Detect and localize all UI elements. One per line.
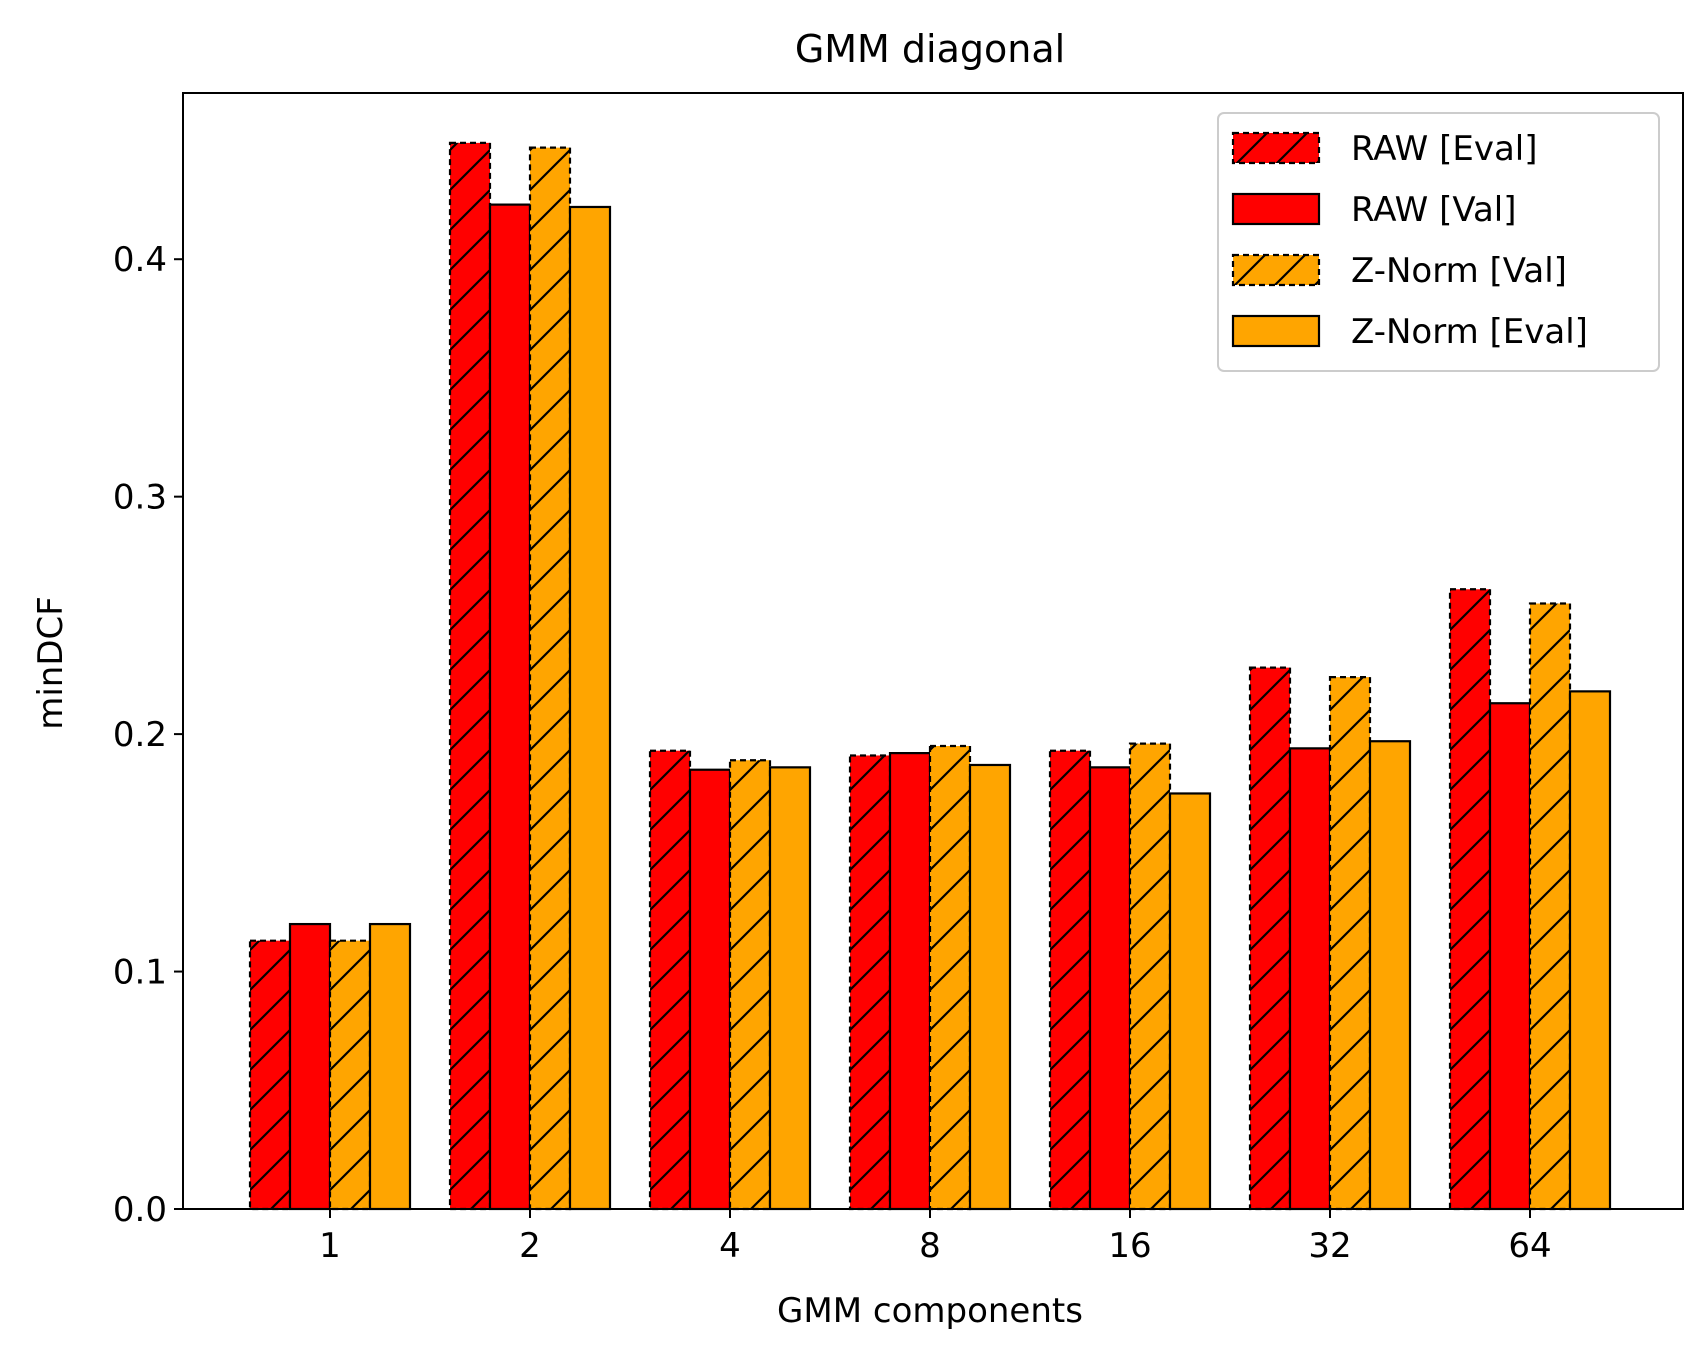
bar xyxy=(570,206,610,1209)
legend-label: RAW [Eval] xyxy=(1351,129,1538,169)
legend-label: Z-Norm [Val] xyxy=(1351,251,1567,291)
bar xyxy=(1090,767,1130,1209)
bar xyxy=(1290,748,1330,1209)
bar-hatch xyxy=(330,940,370,1209)
bar-hatch xyxy=(650,750,690,1209)
legend-swatch-outline xyxy=(1231,192,1321,226)
y-tick-label: 0.3 xyxy=(113,478,167,518)
bar xyxy=(690,769,730,1209)
bar xyxy=(1370,741,1410,1209)
x-axis-label: GMM components xyxy=(777,1291,1083,1331)
legend-swatch-outline xyxy=(1231,314,1321,348)
bar xyxy=(770,767,810,1209)
y-tick-label: 0.4 xyxy=(113,240,167,280)
bar-outline xyxy=(1448,588,1492,1211)
x-tick-label: 64 xyxy=(1508,1226,1551,1266)
bar-hatch xyxy=(1130,743,1170,1209)
bar-outline xyxy=(1048,749,1092,1211)
legend-label: RAW [Val] xyxy=(1351,190,1517,230)
bar xyxy=(890,753,930,1209)
legend-swatch-outline xyxy=(1231,131,1321,165)
bar xyxy=(1490,703,1530,1209)
legend-swatch xyxy=(1233,316,1319,346)
bar xyxy=(490,204,530,1210)
bar xyxy=(1570,691,1610,1209)
y-axis-label: minDCF xyxy=(31,596,71,730)
legend-entry: RAW [Val] xyxy=(1231,190,1517,230)
legend-entry: RAW [Eval] xyxy=(1231,129,1538,169)
bar-hatch xyxy=(1250,667,1290,1209)
y-tick-label: 0.1 xyxy=(113,953,167,993)
legend-entry: Z-Norm [Val] xyxy=(1231,251,1567,291)
bar xyxy=(1170,793,1210,1209)
bar-outline xyxy=(648,749,692,1211)
bar-hatch xyxy=(1330,677,1370,1209)
legend-swatch-hatch xyxy=(1233,255,1319,285)
bar xyxy=(970,764,1010,1209)
x-tick-label: 2 xyxy=(519,1226,541,1266)
bar-hatch xyxy=(450,142,490,1210)
bar-hatch xyxy=(1450,589,1490,1209)
x-tick-label: 16 xyxy=(1108,1226,1151,1266)
bar-hatch xyxy=(850,755,890,1209)
plot-area: 1 2 4 8 16 32 64 0.0 0.1 0.2 0.3 0.4 xyxy=(113,92,1684,1266)
legend-label: Z-Norm [Eval] xyxy=(1351,312,1588,352)
y-tick-label: 0.2 xyxy=(113,715,167,755)
legend-swatch xyxy=(1233,194,1319,224)
x-tick-label: 8 xyxy=(919,1226,941,1266)
legend-entry: Z-Norm [Eval] xyxy=(1231,312,1588,352)
axes-frame xyxy=(182,92,1684,1210)
bar-hatch xyxy=(930,745,970,1209)
x-tick-label: 32 xyxy=(1308,1226,1351,1266)
bar-hatch xyxy=(530,147,570,1209)
bar xyxy=(370,924,410,1209)
bar-hatch xyxy=(730,760,770,1209)
legend-swatch-outline xyxy=(1231,253,1321,287)
bar-hatch xyxy=(1530,603,1570,1209)
x-tick-label: 1 xyxy=(319,1226,341,1266)
legend-box xyxy=(1217,112,1660,372)
y-tick-label: 0.0 xyxy=(113,1190,167,1230)
bar-hatch xyxy=(250,940,290,1209)
bar xyxy=(290,924,330,1209)
bar-hatch xyxy=(1050,750,1090,1209)
legend-swatch-hatch xyxy=(1233,133,1319,163)
chart-title: GMM diagonal xyxy=(795,27,1065,71)
legend: RAW [Eval] RAW [Val] Z-Norm [Val] Z-Norm [E… xyxy=(1217,112,1660,372)
x-tick-label: 4 xyxy=(719,1226,741,1266)
